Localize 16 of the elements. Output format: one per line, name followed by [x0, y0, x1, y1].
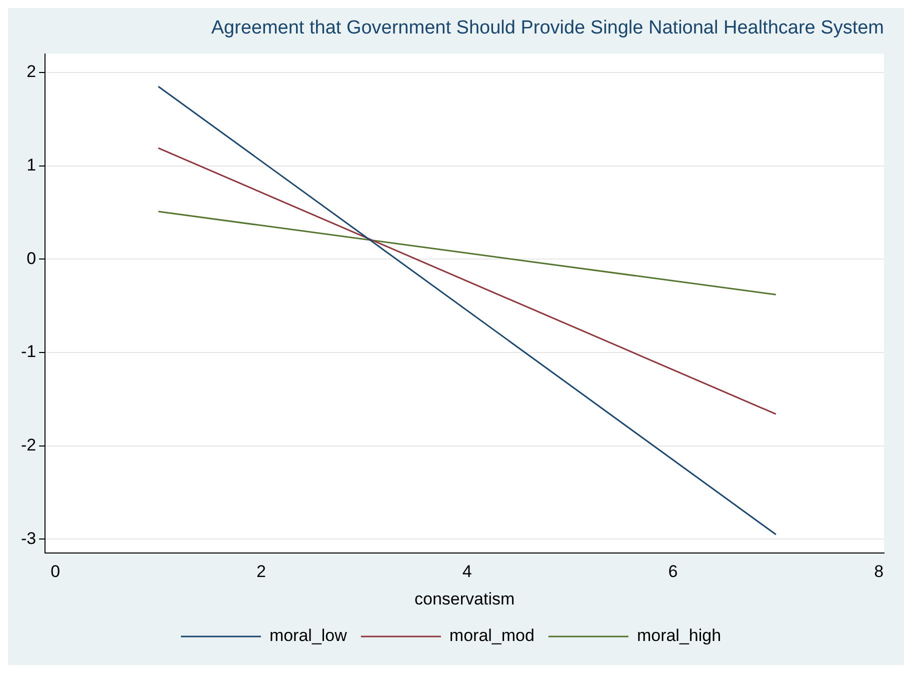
y-tick-label: 1 [26, 156, 36, 174]
legend-label: moral_mod [449, 626, 534, 646]
y-tick-label: -2 [20, 436, 36, 455]
y-tick-label: 0 [26, 248, 36, 268]
legend-label: moral_high [636, 626, 722, 646]
chart-title: Agreement that Government Should Provide Single National Healthcare System [211, 18, 884, 39]
x-axis-title: conservatism [414, 589, 515, 608]
x-tick-label: 8 [874, 562, 884, 582]
y-tick-label: -3 [20, 528, 36, 548]
x-tick-label: 4 [462, 562, 472, 582]
x-tick-label: 2 [256, 562, 266, 582]
x-tick-label: 0 [50, 562, 60, 582]
x-tick-label: 6 [668, 562, 678, 582]
y-tick-label: -1 [20, 342, 36, 362]
y-tick-label: 2 [26, 62, 36, 82]
legend-label: moral_low [269, 626, 348, 646]
